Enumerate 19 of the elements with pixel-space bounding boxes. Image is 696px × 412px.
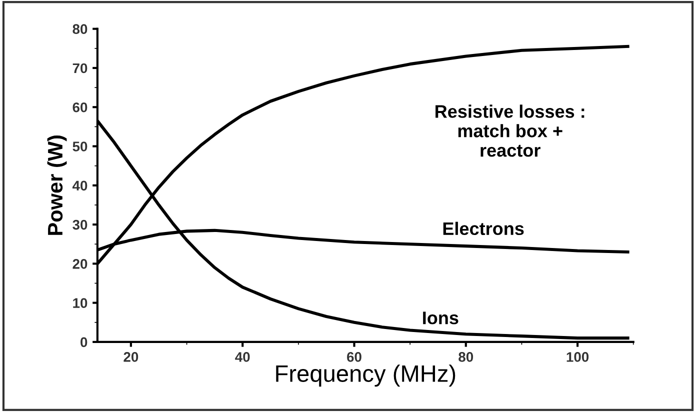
y-tick-label: 0	[80, 337, 88, 348]
y-tick-label: 40	[72, 180, 88, 191]
x-tick-label: 60	[347, 352, 362, 362]
x-tick-label: 20	[124, 352, 138, 362]
y-tick-label: 20	[72, 259, 88, 269]
x-tick-label: 100	[566, 352, 589, 362]
x-tick-label: 80	[458, 352, 474, 362]
x-axis-title: Frequency (MHz)	[276, 364, 456, 387]
y-tick-label: 70	[72, 63, 88, 74]
y-tick-label: 10	[73, 298, 88, 308]
series-label: Ions	[423, 312, 458, 324]
y-axis-title: Power (W)	[47, 136, 67, 235]
y-tick-label: 80	[72, 24, 88, 34]
series-label: Electrons	[443, 222, 524, 236]
x-tick-label: 40	[235, 352, 250, 362]
text: Resistive losses : match box + reactor	[436, 104, 584, 157]
y-tick-label: 50	[72, 142, 88, 152]
y-tick-label: 30	[72, 220, 88, 230]
y-tick-label: 60	[72, 102, 88, 112]
